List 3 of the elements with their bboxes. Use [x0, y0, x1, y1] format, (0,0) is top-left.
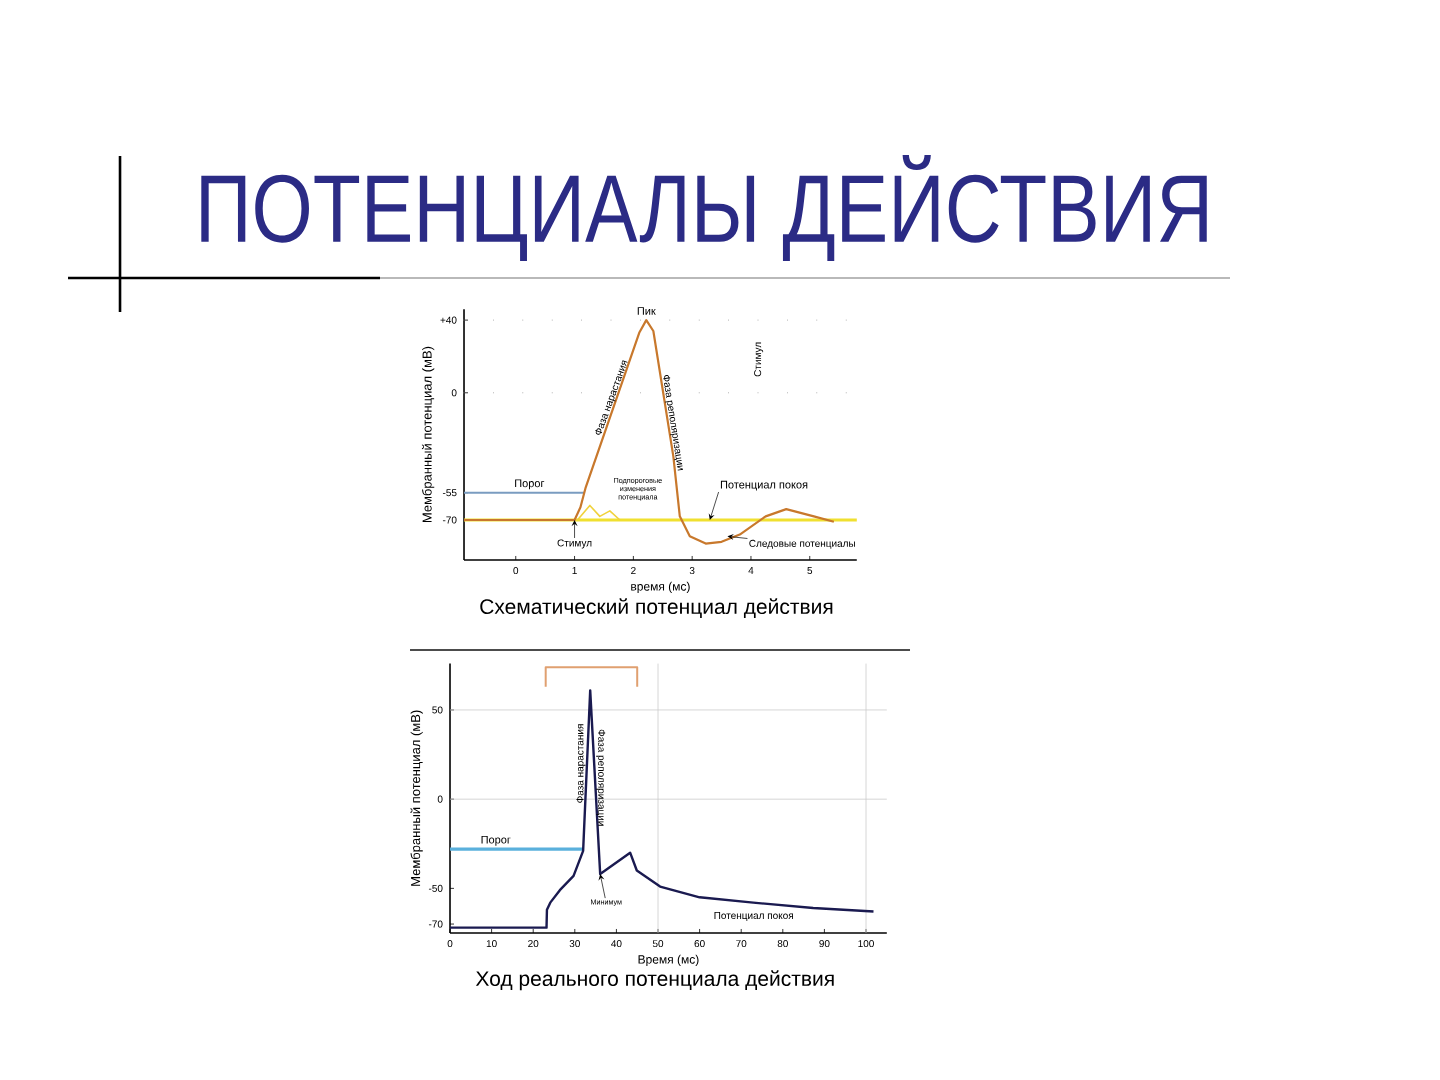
text: Ход реального потенциала действия	[475, 970, 834, 991]
text: ПОТЕНЦИАЛЫ ДЕЙСТВИЯ	[201, 155, 1207, 261]
text: Схематический потенциал действия	[480, 598, 833, 619]
